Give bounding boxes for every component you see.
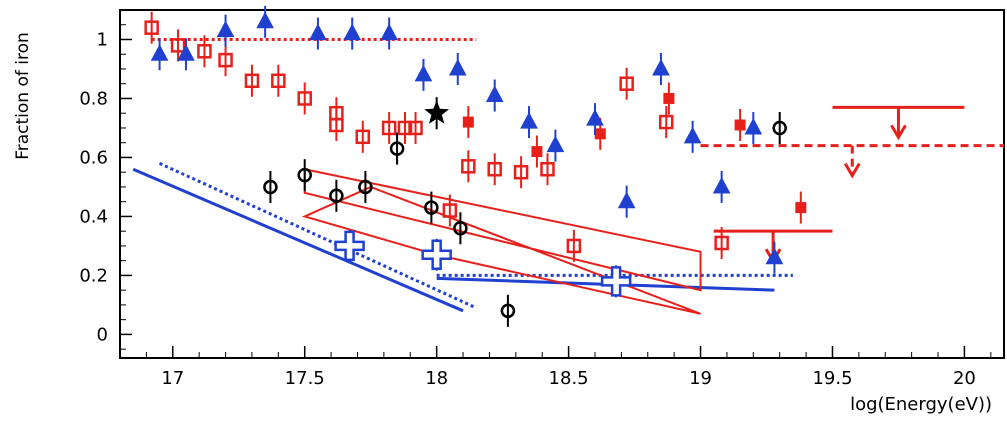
data-point-triangle	[448, 58, 467, 76]
data-point-open-circle	[329, 188, 344, 204]
upper-limit-arrowhead	[843, 162, 861, 179]
data-point-open-square	[355, 129, 371, 145]
data-point-open-cross	[421, 239, 452, 271]
data-point-triangle	[586, 109, 604, 126]
data-point-open-square	[271, 73, 286, 89]
data-point-open-square	[619, 76, 634, 91]
y-tick-label: 1	[97, 29, 108, 50]
data-point-filled-square	[795, 202, 807, 214]
data-point-triangle	[177, 44, 195, 61]
data-point-open-square	[329, 117, 344, 133]
data-point-triangle	[546, 135, 565, 153]
data-point-open-circle	[453, 220, 468, 236]
systematic-band	[303, 168, 702, 292]
data-point-open-circle	[500, 303, 516, 319]
data-point-filled-square	[734, 119, 746, 131]
x-tick-label: 17.5	[285, 368, 325, 389]
data-point-triangle	[765, 247, 784, 265]
data-point-open-square	[381, 120, 397, 136]
data-point-open-circle	[263, 179, 278, 195]
data-point-triangle	[652, 58, 670, 76]
x-tick-label: 18.5	[549, 368, 589, 389]
data-point-open-circle	[389, 141, 405, 156]
data-point-triangle	[256, 11, 274, 29]
model-line-blue-dotted	[158, 161, 477, 310]
data-point-triangle	[683, 126, 702, 144]
data-point-open-square	[540, 162, 555, 177]
data-point-open-square	[513, 164, 529, 180]
data-point-star	[424, 100, 449, 124]
x-tick-label: 18	[425, 368, 448, 389]
data-point-open-circle	[297, 167, 312, 183]
y-tick-label: 0.6	[79, 147, 108, 168]
data-point-filled-square	[663, 92, 675, 104]
x-tick-label: 17	[161, 368, 184, 389]
data-point-triangle	[216, 20, 235, 38]
x-tick-label: 20	[953, 368, 976, 389]
data-point-open-square	[297, 91, 312, 106]
data-point-triangle	[617, 191, 636, 209]
data-point-triangle	[712, 176, 731, 194]
data-point-triangle	[485, 85, 504, 103]
data-point-triangle	[309, 23, 327, 41]
plot-frame	[119, 9, 1005, 359]
y-tick-label: 0.2	[79, 265, 108, 286]
data-point-open-square	[218, 52, 233, 68]
data-point-open-circle	[358, 179, 373, 195]
data-point-open-square	[714, 235, 729, 251]
x-axis-label: log(Energy(eV))	[850, 394, 992, 415]
data-point-triangle	[380, 23, 398, 41]
data-point-open-square	[244, 73, 260, 89]
model-line-blue-solid	[132, 167, 464, 313]
data-point-open-square	[397, 120, 413, 136]
data-point-filled-square	[462, 116, 474, 128]
data-point-open-cross	[600, 266, 632, 297]
data-point-triangle	[520, 112, 538, 129]
y-tick-label: 0	[97, 324, 108, 345]
x-tick-label: 19	[689, 368, 712, 389]
y-tick-label: 0.4	[79, 206, 108, 227]
data-point-open-square	[170, 38, 186, 53]
data-point-triangle	[414, 64, 433, 82]
data-point-triangle	[343, 23, 362, 41]
x-tick-label: 19.5	[812, 368, 852, 389]
data-point-triangle	[150, 44, 169, 61]
data-point-open-square	[197, 44, 212, 59]
data-point-open-square	[658, 114, 674, 130]
data-point-open-square	[442, 203, 458, 218]
data-point-open-square	[408, 120, 423, 136]
data-point-filled-square	[531, 146, 543, 158]
data-point-open-square	[487, 162, 502, 177]
data-point-filled-square	[594, 128, 606, 140]
upper-limit-arrowhead	[890, 124, 907, 141]
data-point-triangle	[744, 117, 763, 135]
data-point-open-square	[144, 20, 159, 35]
data-point-open-circle	[424, 200, 439, 215]
data-point-open-cross	[334, 230, 365, 262]
data-point-open-circle	[772, 120, 787, 136]
data-point-open-square	[461, 159, 476, 174]
data-point-open-square	[566, 238, 582, 254]
y-axis-label: Fraction of iron	[13, 32, 33, 160]
y-tick-label: 0.8	[79, 88, 108, 109]
